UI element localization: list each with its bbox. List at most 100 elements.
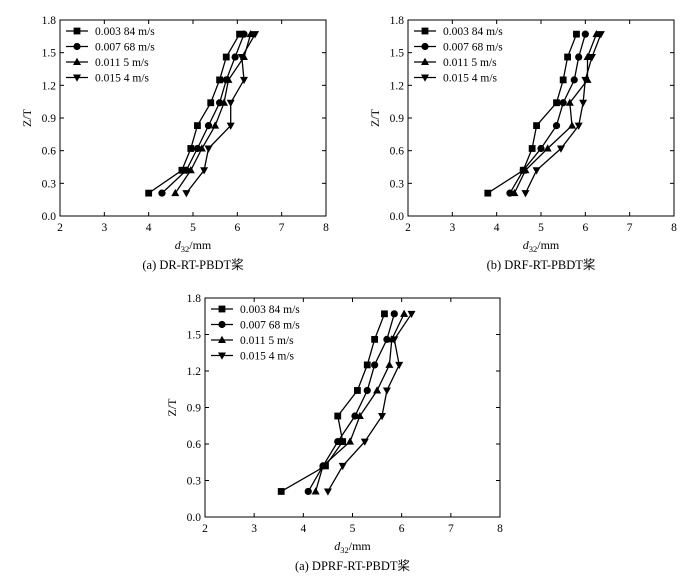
data-point bbox=[304, 487, 312, 496]
data-point bbox=[220, 98, 229, 106]
data-point bbox=[354, 387, 361, 394]
x-axis-label-unit: /mm bbox=[537, 238, 560, 252]
data-point bbox=[521, 166, 530, 174]
data-point bbox=[346, 437, 355, 445]
series-4 bbox=[521, 31, 605, 198]
data-point bbox=[338, 462, 347, 471]
y-tick-label: 1.2 bbox=[187, 366, 202, 378]
y-tick-label: 0.9 bbox=[42, 113, 57, 125]
data-point bbox=[363, 361, 371, 369]
data-point bbox=[570, 76, 578, 84]
y-tick-label: 0.3 bbox=[187, 476, 202, 488]
data-point bbox=[226, 99, 235, 107]
data-point bbox=[211, 121, 220, 129]
data-point bbox=[178, 166, 186, 174]
x-axis-label-symbol: d bbox=[523, 238, 530, 252]
x-tick-label: 8 bbox=[497, 523, 503, 535]
legend-marker bbox=[73, 27, 81, 35]
data-point bbox=[581, 76, 590, 85]
y-tick-label: 0.3 bbox=[390, 178, 405, 190]
y-tick-label: 0.6 bbox=[390, 146, 405, 158]
data-point bbox=[559, 76, 567, 84]
y-tick-label: 1.5 bbox=[42, 48, 57, 60]
x-axis-label: d32/mm bbox=[334, 539, 371, 555]
data-point bbox=[390, 310, 398, 318]
data-point bbox=[339, 438, 347, 445]
legend-label: 0.007 68 m/s bbox=[443, 42, 503, 54]
data-point bbox=[543, 144, 552, 152]
legend-label: 0.011 5 m/s bbox=[240, 335, 294, 347]
series-3 bbox=[510, 29, 601, 197]
data-point bbox=[145, 189, 153, 197]
x-tick-label: 3 bbox=[251, 523, 257, 535]
y-axis-label: Z/T bbox=[20, 108, 34, 127]
x-tick-label: 8 bbox=[671, 222, 677, 234]
x-tick-label: 2 bbox=[57, 222, 63, 234]
data-point bbox=[382, 387, 391, 395]
series-line bbox=[148, 33, 241, 194]
x-tick-label: 3 bbox=[449, 222, 455, 234]
data-point bbox=[378, 413, 386, 421]
y-tick-label: 1.8 bbox=[187, 293, 202, 305]
data-point bbox=[484, 189, 492, 197]
data-point bbox=[277, 488, 285, 495]
data-point bbox=[574, 122, 583, 130]
data-point bbox=[559, 99, 567, 107]
data-point bbox=[510, 188, 519, 197]
legend-label: 0.015 4 m/s bbox=[95, 73, 150, 85]
legend-marker bbox=[421, 74, 429, 82]
data-point bbox=[371, 335, 379, 343]
series-line bbox=[161, 33, 245, 194]
legend-label: 0.003 84 m/s bbox=[443, 26, 503, 38]
x-tick-label: 2 bbox=[405, 222, 411, 234]
y-axis-label: Z/T bbox=[368, 108, 382, 127]
data-point bbox=[521, 190, 530, 198]
chart-caption: (b) DRF-RT-PBDT桨 bbox=[487, 258, 596, 272]
x-axis-label: d32/mm bbox=[175, 238, 212, 254]
x-tick-label: 4 bbox=[146, 222, 152, 234]
x-axis-label-unit: /mm bbox=[349, 539, 372, 553]
legend-label: 0.011 5 m/s bbox=[443, 57, 497, 69]
series-line bbox=[513, 33, 598, 194]
data-point bbox=[553, 99, 560, 107]
x-axis-label-subscript: 32 bbox=[529, 244, 538, 254]
x-tick-label: 5 bbox=[190, 222, 196, 234]
series-line bbox=[185, 33, 256, 194]
data-point bbox=[556, 145, 565, 153]
y-tick-label: 1.5 bbox=[187, 330, 202, 342]
legend: 0.003 84 m/s 0.007 68 m/s 0.011 5 m/s 0.015… bbox=[211, 304, 300, 363]
data-point bbox=[171, 188, 180, 197]
data-point bbox=[236, 30, 243, 38]
y-tick-label: 1.8 bbox=[390, 15, 405, 27]
data-point bbox=[533, 122, 540, 130]
y-tick-label: 0.6 bbox=[42, 146, 57, 158]
data-point bbox=[187, 145, 195, 152]
y-tick-label: 1.2 bbox=[42, 80, 57, 92]
data-point bbox=[575, 53, 583, 61]
y-tick-label: 1.5 bbox=[390, 48, 405, 60]
legend-marker bbox=[73, 42, 81, 51]
x-axis-label: d32/mm bbox=[523, 238, 560, 254]
legend-label: 0.003 84 m/s bbox=[95, 26, 155, 38]
data-point bbox=[579, 99, 588, 107]
y-tick-label: 0.3 bbox=[42, 178, 57, 190]
data-point bbox=[158, 189, 166, 197]
chart-panel-3: 2 3 4 5 6 7 8 0.0 0.3 0.6 0.9 1.2 1.5 1.8 Z/T d32/mm (a)… bbox=[165, 293, 503, 573]
legend-label: 0.015 4 m/s bbox=[443, 73, 498, 85]
data-point bbox=[355, 411, 364, 420]
series-1 bbox=[145, 30, 243, 197]
data-point bbox=[251, 31, 260, 39]
data-point bbox=[207, 99, 215, 107]
data-point bbox=[311, 487, 320, 495]
series-line bbox=[524, 33, 602, 194]
data-point bbox=[237, 54, 246, 62]
x-tick-label: 6 bbox=[234, 222, 240, 234]
data-point bbox=[216, 76, 223, 84]
data-point bbox=[204, 145, 213, 153]
data-point bbox=[360, 438, 369, 446]
legend-label: 0.011 5 m/s bbox=[95, 57, 149, 69]
x-axis-label-unit: /mm bbox=[189, 238, 212, 252]
y-tick-label: 1.8 bbox=[42, 15, 57, 27]
data-point bbox=[381, 310, 388, 318]
data-point bbox=[334, 412, 342, 420]
